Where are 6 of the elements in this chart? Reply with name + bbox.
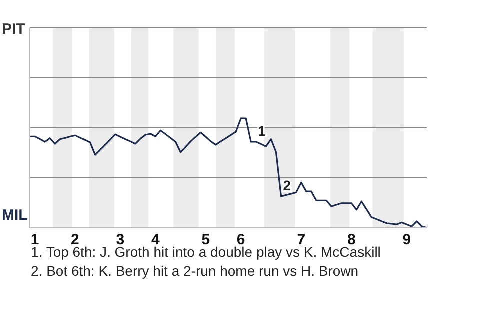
text: MIL [2,207,28,224]
text: 2. Bot 6th: K. Berry hit a 2-run home run vs H. Brown [31,262,360,281]
text: PIT [2,21,26,38]
x-tick-label: 9 [402,232,412,249]
annotation: 1 [258,123,266,140]
annotation: 2 [283,178,292,194]
